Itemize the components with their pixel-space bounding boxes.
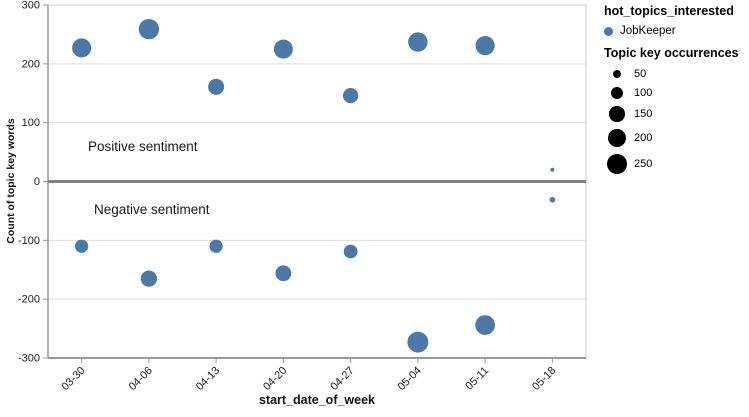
annotation-negative-sentiment: Negative sentiment: [94, 202, 210, 217]
y-tick-label: -100: [18, 235, 40, 247]
y-tick-label: -300: [18, 353, 40, 365]
data-point[interactable]: [273, 39, 293, 59]
x-tick-label: 03-30: [59, 365, 87, 393]
size-dot-icon: [604, 153, 630, 174]
data-point[interactable]: [342, 87, 359, 104]
color-legend-title: hot_topics_interested: [604, 4, 734, 18]
size-legend-label: 50: [634, 68, 647, 80]
size-legend-item: 100: [604, 85, 746, 101]
data-point[interactable]: [208, 78, 225, 95]
data-point[interactable]: [407, 331, 429, 353]
annotation-positive-sentiment: Positive sentiment: [88, 139, 198, 154]
size-legend-label: 150: [634, 107, 653, 120]
size-dot-icon: [604, 86, 630, 100]
x-tick-label: 05-11: [463, 365, 491, 393]
size-legend-item: 250: [604, 152, 746, 175]
x-tick-label: 05-04: [396, 365, 424, 393]
size-dot-icon: [604, 128, 630, 147]
size-legend-item: 50: [604, 67, 746, 81]
data-point[interactable]: [74, 239, 89, 253]
y-tick-label: -200: [18, 294, 40, 306]
data-point[interactable]: [408, 32, 428, 52]
y-tick-label: 200: [22, 58, 40, 70]
data-point[interactable]: [209, 239, 223, 253]
data-point[interactable]: [138, 18, 160, 40]
data-point[interactable]: [549, 196, 556, 203]
size-legend-label: 250: [634, 157, 653, 170]
x-tick-label: 04-13: [194, 365, 222, 393]
x-tick-label: 04-06: [127, 365, 155, 393]
legend-item-jobkeeper[interactable]: JobKeeper: [604, 25, 746, 37]
x-tick-label: 04-27: [328, 365, 356, 393]
y-axis-title: Count of topic key words: [5, 118, 17, 244]
x-tick-label: 04-20: [261, 365, 289, 393]
size-legend-item: 150: [604, 105, 746, 123]
size-dot-icon: [604, 69, 630, 79]
legend: hot_topics_interested JobKeeper Topic ke…: [604, 4, 746, 179]
data-point[interactable]: [72, 38, 92, 58]
y-tick-label: 300: [22, 0, 40, 12]
size-legend-label: 200: [634, 131, 653, 144]
y-tick-label: 0: [34, 176, 40, 188]
data-point[interactable]: [475, 35, 495, 56]
jobkeeper-color-swatch-icon: [604, 26, 613, 36]
size-legend-label: 100: [634, 86, 653, 99]
data-point[interactable]: [550, 167, 555, 172]
size-legend-item: 200: [604, 127, 746, 148]
y-tick-label: 100: [22, 117, 40, 129]
size-dot-icon: [604, 106, 630, 122]
size-legend-title: Topic key occurrences: [604, 46, 739, 60]
data-point[interactable]: [475, 315, 496, 335]
x-tick-label: 05-18: [530, 365, 558, 393]
legend-item-label: JobKeeper: [620, 25, 676, 37]
x-axis-title: start_date_of_week: [258, 393, 376, 407]
data-point[interactable]: [140, 270, 157, 287]
data-point[interactable]: [275, 265, 292, 282]
data-point[interactable]: [343, 244, 358, 259]
size-legend: 50 100 150 200 250: [604, 67, 746, 175]
